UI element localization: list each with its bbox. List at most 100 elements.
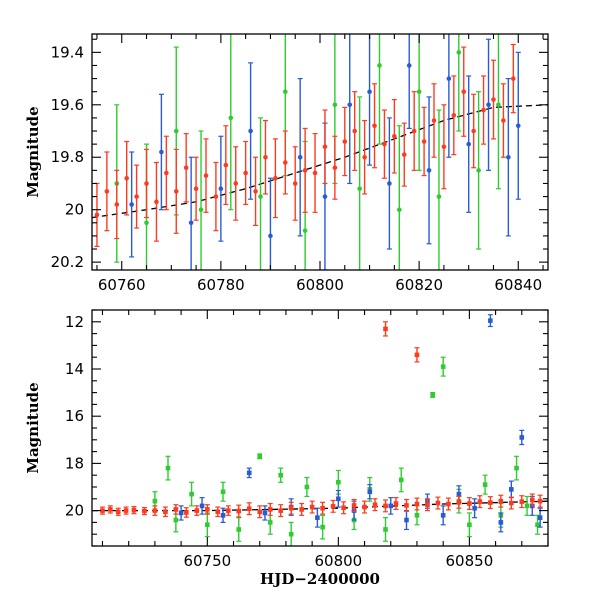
point-marker (515, 123, 521, 129)
data-point (129, 151, 135, 258)
data-point (388, 497, 394, 515)
data-point (466, 75, 472, 213)
y-tick-label: 14 (65, 360, 84, 378)
data-point (505, 77, 511, 237)
data-point (435, 496, 441, 510)
data-point (158, 93, 164, 211)
point-marker (477, 499, 483, 504)
y-tick-label: 19.6 (51, 96, 84, 114)
point-marker (108, 507, 113, 512)
data-point (220, 481, 226, 502)
data-point (204, 512, 210, 538)
point-marker (397, 207, 402, 212)
point-marker (236, 527, 242, 532)
data-point (215, 506, 221, 518)
point-marker (342, 139, 348, 144)
point-marker (393, 501, 399, 506)
data-point (297, 77, 303, 237)
x-tick-label: 60800 (296, 276, 344, 294)
data-point (163, 135, 169, 211)
data-point (510, 43, 516, 114)
point-marker (189, 491, 194, 497)
data-point (495, 34, 501, 190)
data-point (341, 501, 347, 515)
data-point (482, 474, 488, 495)
data-point (248, 62, 254, 200)
data-point (198, 130, 204, 270)
point-marker (351, 503, 357, 508)
top-axis-ticks: 60760 60780 60800 60820 60840 19.4 19.6 19.8 20 2… (51, 34, 548, 294)
point-marker (248, 128, 253, 134)
data-point (194, 505, 200, 516)
point-marker (467, 501, 472, 506)
data-point (471, 93, 477, 169)
data-point (403, 510, 409, 531)
data-point (456, 34, 462, 132)
data-point (456, 495, 462, 509)
point-marker (152, 498, 158, 504)
data-point (131, 505, 137, 515)
point-marker (383, 326, 388, 332)
bottom-panel: 60750 60800 60850 12 14 16 18 20 Magnitude HJD−… (24, 309, 549, 588)
point-marker (283, 160, 288, 165)
point-marker (456, 491, 462, 497)
point-marker (388, 503, 394, 509)
data-point (537, 507, 543, 528)
data-point (362, 500, 368, 514)
y-tick-label: 16 (65, 407, 84, 425)
point-marker (398, 477, 404, 483)
data-point (508, 496, 514, 510)
point-marker (332, 102, 338, 108)
point-marker (184, 510, 189, 515)
data-point (144, 148, 150, 219)
point-marker (267, 507, 273, 512)
data-point (430, 392, 436, 398)
point-marker (292, 181, 298, 186)
data-point (153, 161, 159, 242)
data-point (451, 75, 457, 156)
data-point (352, 91, 358, 171)
point-marker (372, 502, 378, 507)
point-marker (414, 501, 420, 507)
top-panel: 60760 60780 60800 60820 60840 19.4 19.6 19.8 20 2… (24, 33, 549, 294)
point-marker (446, 76, 452, 81)
point-marker (320, 524, 325, 530)
data-point (335, 489, 341, 508)
point-marker (262, 510, 268, 516)
data-point (466, 497, 472, 511)
point-marker (341, 505, 346, 511)
point-marker (288, 505, 294, 511)
point-marker (205, 522, 210, 528)
point-marker (352, 128, 357, 134)
data-point (414, 497, 420, 511)
y-tick-label: 20.2 (51, 253, 84, 271)
point-marker (144, 220, 149, 226)
x-tick-label: 60800 (314, 552, 362, 570)
data-point (500, 83, 506, 158)
data-point (431, 83, 437, 158)
point-marker (416, 89, 422, 94)
data-point (204, 504, 210, 515)
point-marker (159, 149, 164, 155)
point-marker (309, 504, 315, 510)
point-marker (199, 503, 205, 509)
data-point (288, 521, 294, 546)
data-point (304, 476, 310, 498)
point-marker (425, 502, 430, 507)
data-point (246, 467, 252, 479)
point-marker (257, 509, 263, 515)
data-point (257, 505, 263, 519)
point-marker (193, 186, 199, 192)
point-marker (173, 189, 179, 194)
data-point (104, 151, 110, 232)
data-point (406, 34, 412, 129)
point-marker (297, 154, 303, 160)
data-point (426, 96, 432, 245)
x-tick-label: 60850 (446, 552, 494, 570)
data-point (320, 501, 326, 515)
data-point (391, 98, 397, 174)
y-tick-label: 19.8 (51, 148, 84, 166)
point-marker (129, 202, 134, 207)
data-point (445, 497, 451, 511)
point-marker (466, 141, 471, 147)
